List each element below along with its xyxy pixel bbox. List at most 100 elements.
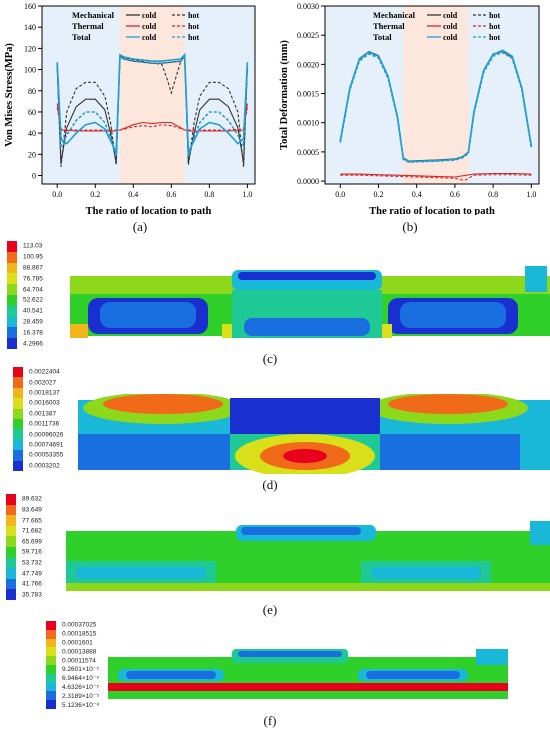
- x-tick-label: 0.4: [412, 190, 422, 199]
- colorbar-cell: [6, 504, 16, 516]
- y-tick-label: 140: [24, 23, 36, 32]
- series-total-cold: [56, 52, 249, 153]
- colorbar-value-label: 0.0003202: [29, 462, 60, 470]
- y-tick-label: 160: [24, 2, 36, 11]
- colorbar-value-label: 77.665: [22, 517, 42, 524]
- colorbar-value-label: 0.0018137: [29, 389, 60, 397]
- x-tick-label: 0.6: [166, 190, 176, 199]
- colorbar-e: 89.632 83.649 77.665 71.682 65.699 59.716 53.7…: [6, 494, 66, 601]
- series-thermal-hot: [340, 174, 532, 182]
- colorbar-cell: [7, 316, 17, 328]
- colorbar-value-label: 41.766: [22, 580, 42, 588]
- colorbar-cell: [6, 578, 16, 590]
- series-thermal-cold: [340, 172, 532, 178]
- colorbar-value-label: 0.00013888: [62, 648, 97, 656]
- colorbar-value-label: 113.03: [23, 242, 43, 250]
- colorbar-cell: [46, 682, 56, 692]
- y-tick-label: 60: [28, 108, 36, 117]
- colorbar-value-label: 0.00053355: [29, 451, 64, 459]
- panel-label-c: (c): [262, 351, 278, 366]
- colorbar-cell: [7, 241, 17, 253]
- colorbar-cell: [6, 589, 16, 601]
- colorbar-cell: [7, 305, 17, 318]
- legend-column-label: hot: [489, 22, 500, 31]
- colorbar-cell: [7, 327, 17, 339]
- series-mechanical-hot: [56, 54, 248, 168]
- colorbar-cell: [46, 638, 56, 648]
- colorbar-cell: [7, 284, 17, 296]
- legend-row-label: Total: [72, 32, 91, 42]
- panel-label-a: (a): [132, 219, 148, 234]
- legend-column-label: cold: [142, 33, 157, 42]
- colorbar-value-label: 9.2601×10⁻⁵: [62, 666, 100, 674]
- colorbar-cell: [13, 377, 23, 389]
- colorbar-value-label: 71.682: [22, 527, 42, 535]
- panel-label-b: (b): [402, 219, 418, 234]
- colorbar-value-label: 28.459: [23, 318, 43, 326]
- colorbar-cell: [46, 673, 56, 684]
- colorbar-value-label: 0.00037025: [62, 621, 97, 629]
- y-tick-label: 0.0025: [297, 31, 319, 40]
- colorbar-cell: [46, 691, 56, 701]
- colorbar-cell: [13, 450, 23, 462]
- colorbar-cell: [46, 665, 56, 675]
- colorbar-value-label: 100.95: [23, 253, 43, 261]
- colorbar-value-label: 2.3189×10⁻⁵: [62, 692, 100, 700]
- legend-row-label: Total: [373, 32, 392, 42]
- colorbar-cell: [6, 525, 16, 537]
- colorbar-value-label: 47.749: [22, 570, 42, 577]
- colorbar-f: 0.00037025 0.00018515 0.0001601 0.00013888 0…: [46, 621, 136, 710]
- colorbar-value-label: 0.0001601: [62, 639, 93, 647]
- colorbar-value-label: 53.732: [22, 559, 42, 567]
- colorbar-value-label: 35.783: [22, 591, 42, 599]
- colorbar-cell: [13, 398, 23, 410]
- x-tick-label: 0.2: [90, 190, 100, 199]
- colorbar-cell: [13, 408, 23, 420]
- x-tick-label: 1.0: [526, 190, 536, 199]
- colorbar-cell: [6, 536, 16, 548]
- series-total-cold: [339, 49, 533, 163]
- y-tick-label: 120: [24, 44, 36, 53]
- legend-row-label: Thermal: [72, 21, 104, 31]
- colorbar-cell: [7, 273, 17, 285]
- colorbar-cell: [13, 429, 23, 441]
- colorbar-value-label: 0.001387: [29, 410, 57, 418]
- contour-plot-f: [108, 649, 508, 699]
- colorbar-value-label: 0.0016003: [29, 399, 60, 407]
- colorbar-cell: [46, 621, 56, 631]
- contour-plot-c: [70, 266, 550, 338]
- plot-frame: [41, 5, 256, 185]
- colorbar-value-label: 6.9464×10⁻⁵: [62, 675, 100, 683]
- plot-frame: [324, 5, 540, 185]
- legend-row-label: Mechanical: [72, 10, 115, 20]
- y-tick-label: 0.0030: [297, 2, 319, 11]
- colorbar-cell: [13, 367, 23, 378]
- colorbar-cell: [7, 262, 17, 274]
- panel-label-f: (f): [263, 713, 277, 728]
- y-tick-label: 0.0020: [297, 60, 319, 69]
- y-axis-label: Von Mises Stress(MPa): [4, 43, 15, 147]
- legend-column-label: cold: [443, 22, 458, 31]
- colorbar-value-label: 64.704: [23, 286, 43, 294]
- colorbar-value-label: 5.1236×10⁻⁸: [62, 701, 100, 709]
- colorbar-cell: [7, 338, 17, 350]
- x-axis-label: The ratio of location to path: [86, 206, 212, 215]
- y-tick-label: 20: [28, 150, 36, 159]
- y-tick-label: 0.0010: [297, 119, 319, 128]
- colorbar-value-label: 4.6326×10⁻⁵: [62, 684, 100, 691]
- colorbar-value-label: 40.541: [23, 307, 43, 315]
- legend-column-label: hot: [188, 33, 199, 42]
- y-tick-label: 0.0005: [297, 148, 319, 157]
- colorbar-value-label: 0.00011574: [62, 657, 96, 665]
- colorbar-cell: [46, 700, 56, 710]
- legend-column-label: cold: [443, 33, 458, 42]
- x-tick-label: 0.4: [128, 190, 138, 199]
- colorbar-cell: [46, 647, 56, 657]
- colorbar-value-label: 4.2966: [23, 340, 43, 348]
- x-tick-label: 0.0: [52, 190, 62, 199]
- shaded-region: [403, 6, 469, 184]
- series-total-hot: [339, 51, 533, 164]
- x-tick-label: 0.8: [204, 190, 214, 199]
- colorbar-value-label: 76.785: [23, 275, 43, 283]
- y-tick-label: 0.0015: [297, 90, 319, 99]
